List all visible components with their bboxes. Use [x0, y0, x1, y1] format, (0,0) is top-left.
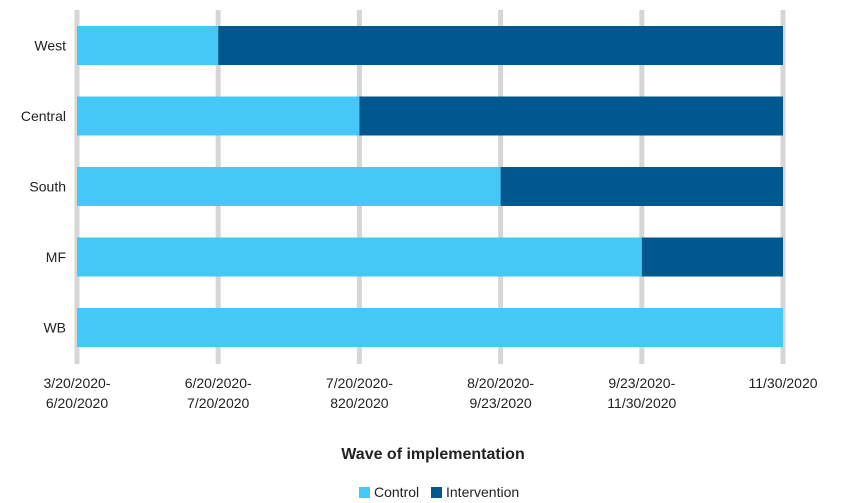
category-label: MF — [46, 249, 66, 265]
x-tick-label: 7/20/2020 — [187, 395, 249, 411]
category-label: Central — [21, 108, 66, 124]
x-axis-title: Wave of implementation — [341, 446, 524, 463]
bar-intervention-central — [359, 96, 783, 136]
bar-control-south — [77, 167, 501, 206]
x-tick-label: 8/20/2020- — [467, 375, 534, 391]
bar-intervention-mf — [641, 237, 783, 277]
x-tick-label: 9/23/2020- — [608, 375, 675, 391]
bar-control-west — [77, 26, 219, 65]
x-tick-label: 6/20/2020- — [185, 375, 252, 391]
x-tick-label: 9/23/2020 — [469, 395, 531, 411]
legend: Control Intervention — [359, 484, 519, 500]
category-label: West — [34, 38, 66, 54]
bars — [77, 26, 783, 347]
x-tick-label: 3/20/2020- — [44, 375, 111, 391]
category-label: WB — [43, 320, 66, 336]
x-tick-label: 11/30/2020 — [607, 395, 676, 411]
x-tick-label: 6/20/2020 — [46, 395, 108, 411]
legend-swatch-control — [359, 487, 370, 498]
x-tick-labels: 3/20/2020- 6/20/2020 6/20/2020- 7/20/2020 7/… — [44, 375, 818, 411]
legend-label: Intervention — [446, 484, 519, 500]
bar-control-mf — [77, 237, 642, 277]
bar-control-central — [77, 96, 360, 136]
x-tick-label: 820/2020 — [330, 395, 389, 411]
legend-swatch-intervention — [431, 487, 442, 498]
x-tick-label: 11/30/2020 — [748, 375, 817, 391]
bar-intervention-south — [500, 167, 783, 206]
x-tick-label: 7/20/2020- — [326, 375, 393, 391]
bar-control-wb — [77, 308, 783, 347]
category-labels: West Central South MF WB — [21, 38, 66, 336]
legend-label: Control — [374, 484, 419, 500]
category-label: South — [29, 179, 66, 195]
bar-intervention-west — [218, 26, 783, 65]
